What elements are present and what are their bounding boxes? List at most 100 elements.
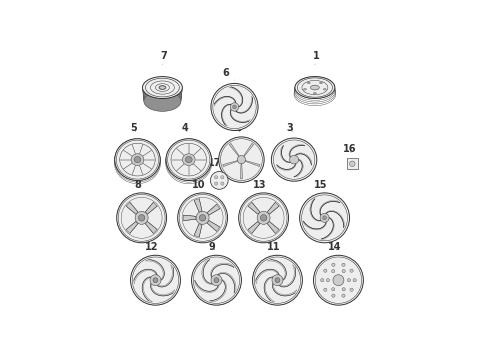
Polygon shape: [248, 202, 260, 214]
Text: 16: 16: [343, 144, 356, 154]
Text: 6: 6: [223, 68, 235, 80]
Ellipse shape: [143, 85, 182, 106]
Polygon shape: [211, 263, 234, 278]
Ellipse shape: [117, 193, 167, 243]
Polygon shape: [294, 159, 303, 177]
Ellipse shape: [166, 139, 212, 180]
Ellipse shape: [135, 211, 148, 224]
Polygon shape: [245, 161, 260, 167]
Ellipse shape: [210, 172, 228, 189]
Polygon shape: [146, 202, 157, 214]
Polygon shape: [134, 269, 157, 284]
Polygon shape: [236, 96, 252, 113]
Ellipse shape: [115, 139, 160, 180]
Polygon shape: [207, 204, 220, 215]
Ellipse shape: [332, 263, 335, 266]
Polygon shape: [223, 161, 238, 167]
Text: 2: 2: [234, 123, 241, 133]
Polygon shape: [280, 146, 291, 163]
Ellipse shape: [252, 255, 302, 305]
Ellipse shape: [233, 105, 236, 109]
Ellipse shape: [150, 275, 161, 286]
Polygon shape: [321, 217, 334, 239]
Ellipse shape: [134, 157, 141, 163]
Text: 13: 13: [253, 180, 266, 190]
Text: 8: 8: [134, 180, 141, 190]
Polygon shape: [272, 283, 297, 296]
Ellipse shape: [143, 81, 182, 102]
Text: 14: 14: [327, 242, 341, 252]
Text: 9: 9: [209, 242, 216, 252]
Polygon shape: [268, 221, 279, 233]
Text: 4: 4: [181, 123, 188, 133]
Ellipse shape: [349, 161, 355, 167]
Polygon shape: [244, 143, 254, 157]
Ellipse shape: [332, 294, 335, 297]
Polygon shape: [126, 202, 138, 214]
Ellipse shape: [211, 84, 258, 131]
Ellipse shape: [326, 279, 330, 282]
Ellipse shape: [185, 157, 192, 163]
Ellipse shape: [332, 288, 335, 291]
Polygon shape: [207, 221, 220, 231]
Ellipse shape: [131, 154, 144, 166]
Text: 17: 17: [208, 158, 222, 168]
Ellipse shape: [350, 288, 353, 291]
Ellipse shape: [178, 193, 227, 243]
Polygon shape: [279, 265, 295, 287]
Ellipse shape: [130, 255, 180, 305]
Polygon shape: [241, 164, 243, 179]
Ellipse shape: [300, 193, 349, 243]
Ellipse shape: [314, 93, 316, 94]
Ellipse shape: [342, 263, 345, 266]
Ellipse shape: [275, 278, 280, 283]
Polygon shape: [229, 143, 239, 157]
Ellipse shape: [211, 275, 222, 286]
Polygon shape: [303, 221, 326, 230]
Polygon shape: [229, 87, 243, 107]
Polygon shape: [310, 199, 321, 221]
Polygon shape: [145, 260, 164, 280]
Polygon shape: [202, 260, 213, 284]
Ellipse shape: [144, 91, 181, 111]
Ellipse shape: [323, 89, 326, 90]
Polygon shape: [150, 283, 175, 296]
Text: 11: 11: [267, 242, 280, 252]
Ellipse shape: [215, 182, 218, 185]
Ellipse shape: [307, 82, 310, 84]
Polygon shape: [183, 215, 196, 221]
Ellipse shape: [192, 255, 242, 305]
Text: 1: 1: [313, 51, 319, 64]
Ellipse shape: [342, 294, 345, 297]
Ellipse shape: [333, 275, 344, 286]
Polygon shape: [325, 211, 345, 228]
Polygon shape: [142, 277, 152, 302]
Ellipse shape: [272, 275, 283, 286]
Polygon shape: [268, 202, 279, 214]
Text: 5: 5: [130, 123, 137, 133]
Ellipse shape: [143, 83, 182, 104]
Polygon shape: [210, 279, 226, 302]
Ellipse shape: [311, 85, 319, 90]
Ellipse shape: [304, 89, 306, 90]
Ellipse shape: [347, 279, 350, 282]
Polygon shape: [230, 109, 250, 122]
Ellipse shape: [196, 211, 209, 224]
Text: 7: 7: [160, 51, 167, 64]
Ellipse shape: [239, 193, 289, 243]
Ellipse shape: [143, 77, 182, 99]
Ellipse shape: [159, 86, 166, 89]
Ellipse shape: [257, 211, 270, 224]
Ellipse shape: [324, 288, 327, 291]
Ellipse shape: [221, 182, 224, 185]
Polygon shape: [256, 269, 279, 284]
Ellipse shape: [219, 137, 264, 183]
Polygon shape: [146, 221, 157, 233]
Ellipse shape: [353, 279, 356, 282]
Polygon shape: [217, 272, 236, 293]
Ellipse shape: [290, 155, 298, 164]
Text: 10: 10: [192, 180, 205, 190]
Ellipse shape: [322, 216, 326, 220]
Polygon shape: [289, 144, 305, 158]
Polygon shape: [194, 199, 202, 212]
